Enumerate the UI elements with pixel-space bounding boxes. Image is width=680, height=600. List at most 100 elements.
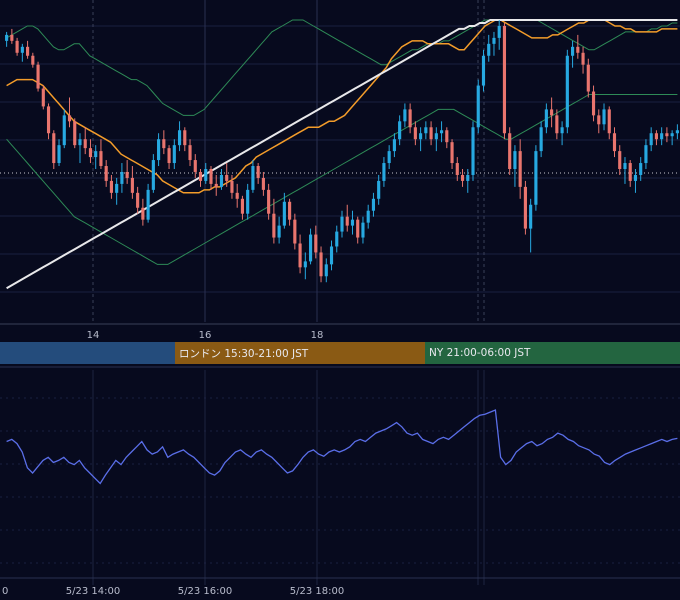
candle-body: [419, 133, 423, 140]
candle-body: [371, 198, 376, 211]
candle-body: [675, 130, 679, 134]
candle-body: [633, 174, 638, 181]
candle-body: [130, 177, 134, 193]
candle-body: [439, 130, 444, 134]
candle-body: [377, 180, 381, 199]
price-chart[interactable]: 14 16 18: [0, 0, 680, 340]
candle-body: [272, 213, 276, 238]
candle-body: [251, 166, 255, 190]
candle-body: [513, 151, 517, 169]
session-bar-tokyo: [0, 342, 175, 364]
candle-body: [424, 127, 428, 134]
candle-body: [324, 264, 328, 277]
candle-body: [41, 88, 45, 107]
candle-body: [204, 169, 208, 181]
candle-body: [602, 109, 606, 125]
candle-body: [361, 222, 365, 238]
candle-body: [125, 171, 129, 178]
candle-body: [345, 216, 349, 226]
candle-body: [639, 163, 643, 175]
candle-body: [487, 43, 491, 56]
candle-body: [115, 183, 119, 193]
candle-body: [20, 46, 24, 53]
candle-body: [518, 151, 522, 187]
candle-body: [413, 127, 417, 140]
candle-body: [571, 46, 575, 56]
candle-body: [67, 115, 72, 122]
candle-body: [382, 163, 386, 181]
candle-body: [146, 189, 150, 220]
candle-body: [314, 234, 318, 253]
price-x-tick-label: 14: [87, 330, 100, 340]
candle-body: [167, 148, 171, 164]
moving-average-long: [6, 19, 678, 290]
candle-body: [550, 109, 554, 116]
candle-body: [329, 246, 334, 265]
candle-body: [565, 55, 569, 128]
candle-body: [450, 142, 454, 164]
candle-body: [654, 133, 658, 140]
candle-body: [481, 55, 486, 86]
candle-body: [141, 207, 145, 220]
candle-body: [581, 52, 585, 65]
candle-body: [335, 231, 339, 247]
osc-x-tick-partial: 0: [2, 586, 8, 597]
candle-body: [303, 261, 307, 268]
candle-body: [340, 216, 344, 232]
candle-body: [649, 133, 653, 146]
candle-body: [162, 139, 166, 149]
candle-body: [591, 91, 596, 116]
candle-body: [387, 151, 391, 164]
candle-body: [57, 145, 61, 164]
candle-body: [298, 243, 302, 268]
candle-body: [523, 186, 527, 229]
bollinger-upper: [6, 19, 678, 116]
candle-body: [10, 34, 14, 41]
candle-body: [350, 219, 355, 226]
candle-body: [46, 106, 51, 134]
price-x-tick-label: 16: [199, 330, 212, 340]
candle-body: [120, 171, 124, 184]
candle-body: [508, 133, 512, 169]
candle-body: [230, 180, 234, 193]
candle-body: [15, 40, 19, 53]
candle-body: [607, 109, 611, 134]
candle-body: [214, 183, 218, 187]
candle-body: [78, 139, 82, 146]
candle-body: [88, 148, 93, 158]
candle-body: [492, 37, 496, 44]
candle-body: [434, 133, 438, 140]
candle-body: [73, 121, 77, 146]
candle-body: [157, 139, 161, 161]
candle-body: [597, 115, 601, 125]
candle-body: [660, 133, 664, 140]
candle-body: [83, 139, 87, 149]
candle-body: [497, 25, 501, 38]
candle-body: [261, 177, 265, 190]
osc-x-tick-label: 5/23 14:00: [66, 586, 120, 597]
candle-body: [586, 64, 590, 92]
candle-body: [628, 163, 632, 181]
candle-body: [319, 252, 323, 277]
candle-body: [392, 139, 396, 152]
candle-body: [198, 171, 203, 181]
candle-body: [560, 127, 564, 134]
candle-body: [235, 192, 239, 199]
candle-body: [612, 133, 617, 152]
candle-body: [356, 219, 360, 238]
candle-body: [466, 174, 470, 181]
candle-body: [623, 163, 627, 169]
candle-body: [618, 151, 622, 169]
candle-body: [429, 127, 433, 140]
candle-body: [267, 189, 271, 214]
candle-body: [225, 174, 229, 181]
candle-body: [293, 219, 297, 244]
candle-body: [109, 180, 113, 193]
candle-body: [366, 210, 370, 223]
candle-body: [36, 64, 40, 89]
candle-body: [534, 151, 538, 205]
candle-body: [445, 130, 449, 143]
candle-body: [308, 234, 313, 262]
